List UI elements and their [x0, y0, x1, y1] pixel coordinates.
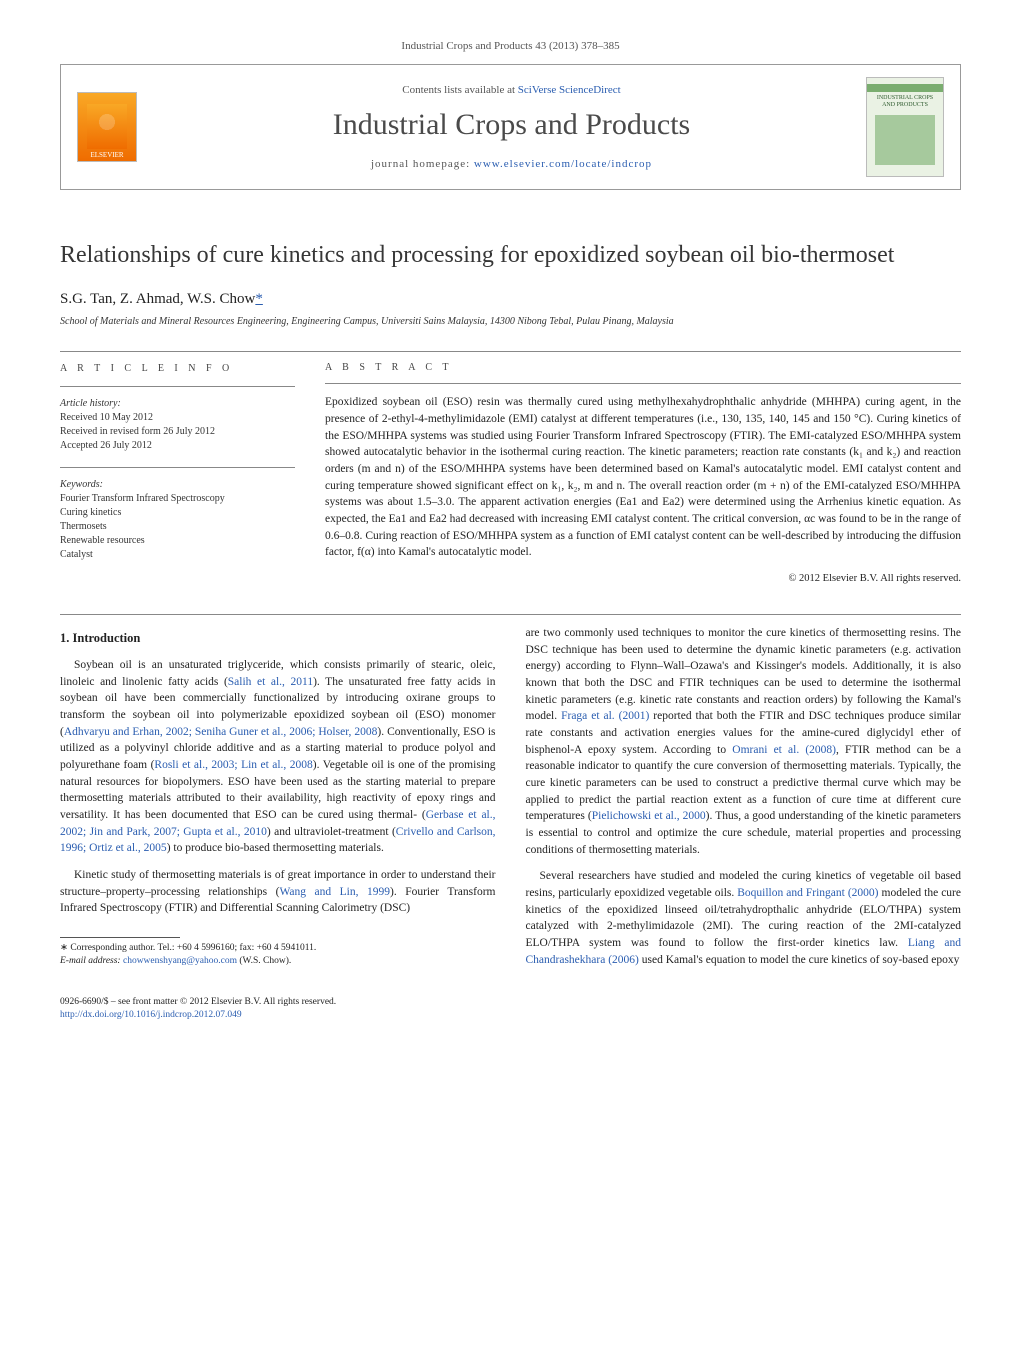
corresponding-author-mark[interactable]: *: [255, 291, 263, 307]
author-list: S.G. Tan, Z. Ahmad, W.S. Chow*: [60, 291, 961, 308]
cover-label-bottom: AND PRODUCTS: [882, 102, 928, 109]
citation-link[interactable]: Fraga et al. (2001): [561, 710, 649, 722]
history-accepted: Accepted 26 July 2012: [60, 439, 295, 453]
keyword-item: Renewable resources: [60, 534, 295, 548]
history-received: Received 10 May 2012: [60, 411, 295, 425]
citation-link[interactable]: Pielichowski et al., 2000: [592, 810, 706, 822]
keywords-label: Keywords:: [60, 478, 295, 492]
body-two-columns: 1. Introduction Soybean oil is an unsatu…: [60, 625, 961, 974]
keyword-item: Fourier Transform Infrared Spectroscopy: [60, 492, 295, 506]
history-revised: Received in revised form 26 July 2012: [60, 425, 295, 439]
citation-link[interactable]: Boquillon and Fringant (2000): [737, 887, 878, 899]
body-text: are two commonly used techniques to moni…: [526, 627, 962, 722]
body-text: ) to produce bio-based thermosetting mat…: [167, 842, 384, 854]
article-info-heading: a r t i c l e i n f o: [60, 362, 295, 376]
body-paragraph: are two commonly used techniques to moni…: [526, 625, 962, 858]
journal-cover-thumb: INDUSTRIAL CROPS AND PRODUCTS: [866, 77, 944, 177]
affiliation: School of Materials and Mineral Resource…: [60, 316, 961, 327]
cover-strip: [867, 84, 943, 92]
cover-image-placeholder: [875, 115, 935, 165]
abstract-heading: a b s t r a c t: [325, 362, 961, 373]
keywords-block: Keywords: Fourier Transform Infrared Spe…: [60, 478, 295, 562]
info-divider-2: [60, 467, 295, 468]
homepage-prefix: journal homepage:: [371, 158, 474, 170]
journal-title: Industrial Crops and Products: [157, 108, 866, 142]
contents-prefix: Contents lists available at: [402, 84, 517, 96]
body-paragraph: Kinetic study of thermosetting materials…: [60, 867, 496, 917]
authors-text: S.G. Tan, Z. Ahmad, W.S. Chow: [60, 291, 255, 307]
article-info-column: a r t i c l e i n f o Article history: R…: [60, 362, 295, 584]
keyword-item: Curing kinetics: [60, 506, 295, 520]
info-abstract-row: a r t i c l e i n f o Article history: R…: [60, 362, 961, 584]
abstract-text: Epoxidized soybean oil (ESO) resin was t…: [325, 394, 961, 561]
footnote-rule: [60, 937, 180, 938]
citation-link[interactable]: Salih et al., 2011: [228, 676, 313, 688]
journal-reference: Industrial Crops and Products 43 (2013) …: [60, 40, 961, 52]
homepage-line: journal homepage: www.elsevier.com/locat…: [157, 158, 866, 170]
abstract-divider: [325, 383, 961, 384]
history-label: Article history:: [60, 397, 295, 411]
section-heading-intro: 1. Introduction: [60, 629, 496, 647]
info-divider-1: [60, 386, 295, 387]
elsevier-logo: ELSEVIER: [77, 92, 137, 162]
article-history-block: Article history: Received 10 May 2012 Re…: [60, 397, 295, 453]
footnote-tail: (W.S. Chow).: [237, 956, 291, 966]
elsevier-logo-label: ELSEVIER: [90, 151, 123, 159]
citation-link[interactable]: Omrani et al. (2008): [732, 744, 836, 756]
contents-line: Contents lists available at SciVerse Sci…: [157, 84, 866, 96]
body-text: ) and ultraviolet-treatment (: [267, 826, 396, 838]
cover-label-top: INDUSTRIAL CROPS: [877, 95, 933, 102]
front-matter-line: 0926-6690/$ – see front matter © 2012 El…: [60, 996, 961, 1009]
bottom-metadata: 0926-6690/$ – see front matter © 2012 El…: [60, 996, 961, 1023]
journal-header-box: ELSEVIER Contents lists available at Sci…: [60, 64, 961, 190]
footnote-email-label: E-mail address:: [60, 956, 123, 966]
abstract-column: a b s t r a c t Epoxidized soybean oil (…: [325, 362, 961, 584]
divider-bottom: [60, 614, 961, 615]
footnote-email-link[interactable]: chowwenshyang@yahoo.com: [123, 956, 237, 966]
abstract-copyright: © 2012 Elsevier B.V. All rights reserved…: [325, 573, 961, 584]
footnote-line: ∗ Corresponding author. Tel.: +60 4 5996…: [60, 942, 496, 955]
body-paragraph: Soybean oil is an unsaturated triglyceri…: [60, 657, 496, 857]
keyword-item: Thermosets: [60, 520, 295, 534]
keyword-item: Catalyst: [60, 548, 295, 562]
footnote-line: E-mail address: chowwenshyang@yahoo.com …: [60, 955, 496, 968]
citation-link[interactable]: Rosli et al., 2003; Lin et al., 2008: [154, 759, 312, 771]
citation-link[interactable]: Wang and Lin, 1999: [279, 886, 390, 898]
citation-link[interactable]: Adhvaryu and Erhan, 2002; Seniha Guner e…: [64, 726, 378, 738]
corresponding-author-footnote: ∗ Corresponding author. Tel.: +60 4 5996…: [60, 942, 496, 969]
article-title: Relationships of cure kinetics and proce…: [60, 240, 961, 271]
divider-top: [60, 351, 961, 352]
homepage-link[interactable]: www.elsevier.com/locate/indcrop: [474, 158, 652, 170]
doi-link[interactable]: http://dx.doi.org/10.1016/j.indcrop.2012…: [60, 1010, 242, 1020]
body-paragraph: Several researchers have studied and mod…: [526, 868, 962, 968]
header-center: Contents lists available at SciVerse Sci…: [157, 84, 866, 170]
body-text: used Kamal's equation to model the cure …: [639, 954, 959, 966]
sciencedirect-link[interactable]: SciVerse ScienceDirect: [518, 84, 621, 96]
